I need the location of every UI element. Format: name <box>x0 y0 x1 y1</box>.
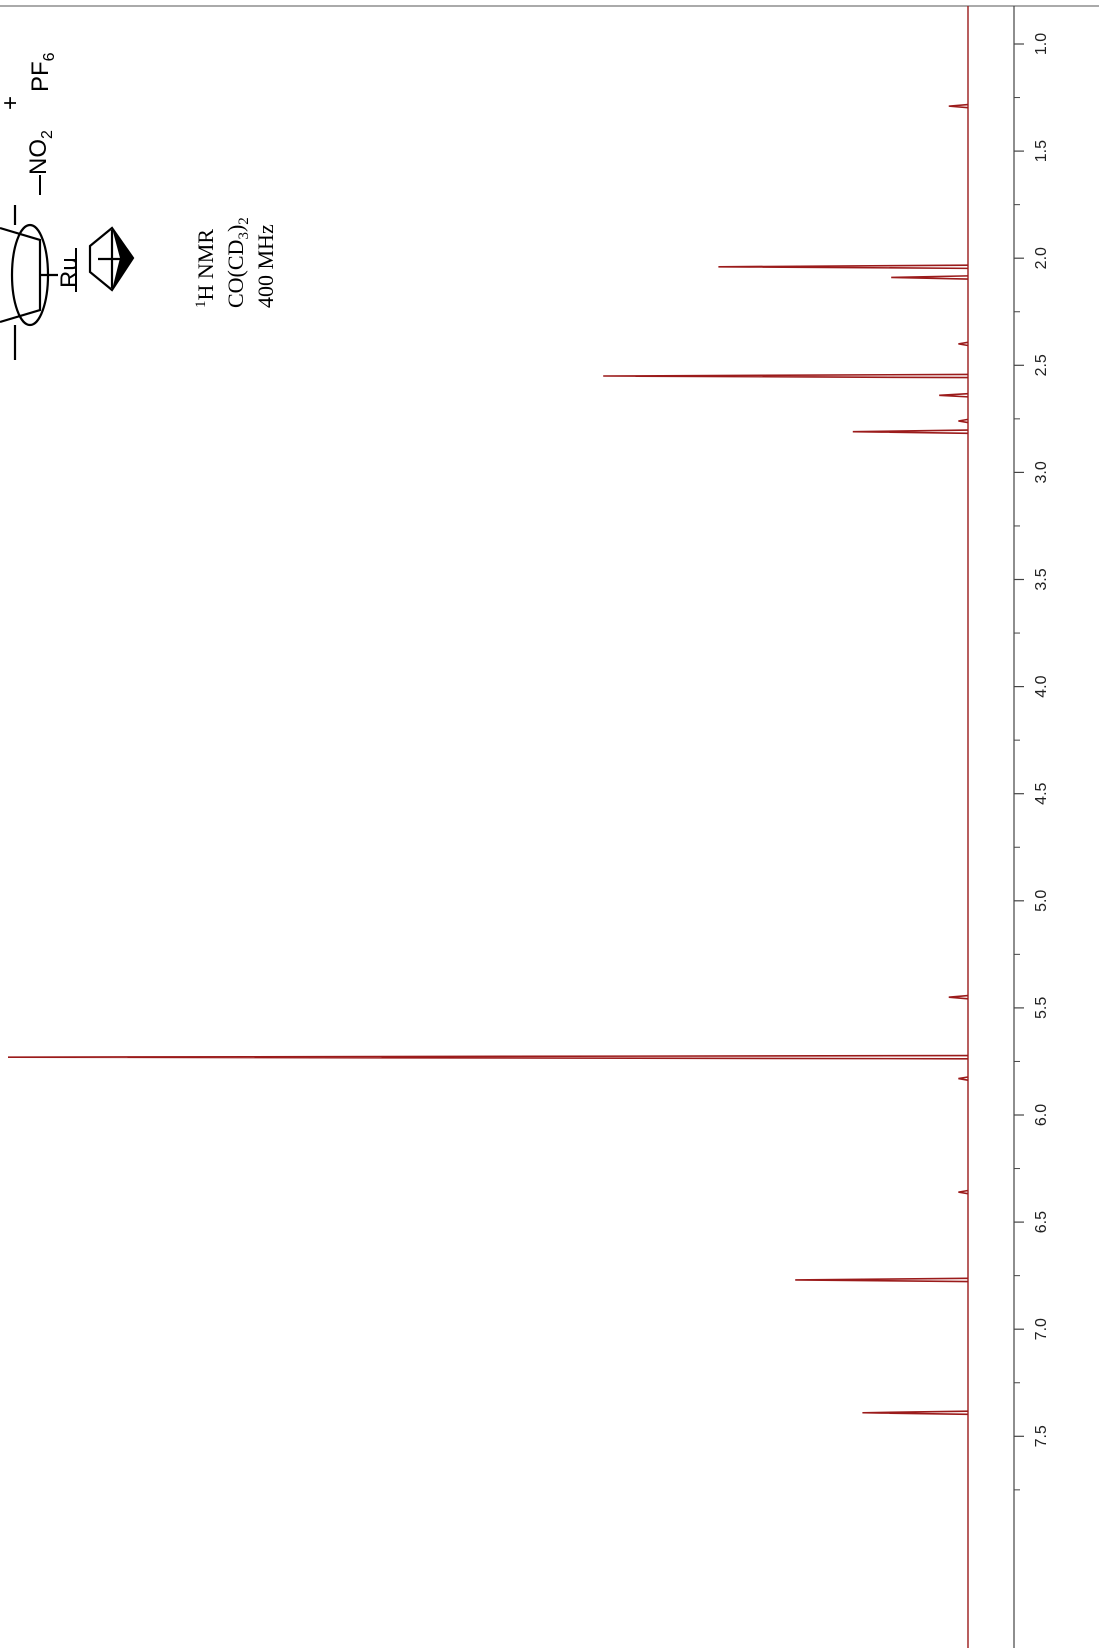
nmr-peak <box>948 994 969 1000</box>
tick-label: 7.5 <box>1033 1425 1050 1447</box>
tick-label: 6.5 <box>1033 1211 1050 1233</box>
molecule-structure: Ru NO2 + PF6 <box>0 52 135 360</box>
tick-label: 3.0 <box>1033 461 1050 483</box>
tick-label: 5.0 <box>1033 890 1050 912</box>
nmr-peak <box>603 373 969 379</box>
tick-label: 5.5 <box>1033 997 1050 1019</box>
annotation-line-1: 1H NMR <box>193 229 218 308</box>
nmr-peak <box>939 392 969 398</box>
charge-label: + <box>0 96 24 110</box>
tick-label: 1.5 <box>1033 140 1050 162</box>
nmr-peak <box>852 429 969 435</box>
ru-label: Ru <box>56 257 83 288</box>
tick-label: 2.0 <box>1033 247 1050 269</box>
nmr-peak <box>862 1410 969 1416</box>
tick-label: 3.5 <box>1033 568 1050 590</box>
nmr-peak <box>958 341 969 347</box>
nmr-peak <box>948 103 969 109</box>
annotation-line-3: 400 MHz <box>253 224 278 308</box>
tick-label: 2.5 <box>1033 354 1050 376</box>
tick-label: 4.0 <box>1033 675 1050 697</box>
cp-wedge <box>112 228 133 290</box>
nmr-peak <box>958 1076 969 1081</box>
tick-label: 1.0 <box>1033 33 1050 55</box>
nmr-peak <box>958 1189 969 1195</box>
tick-label: 7.0 <box>1033 1318 1050 1340</box>
tick-label: 4.5 <box>1033 782 1050 804</box>
counterion-label: PF6 <box>27 52 58 92</box>
no2-label: NO2 <box>25 130 56 175</box>
annotation-line-2: CO(CD3)2 <box>223 217 252 308</box>
nmr-peak <box>718 264 969 270</box>
nmr-peak <box>958 418 969 424</box>
nmr-peak <box>891 275 969 280</box>
axis-ticks: 1.0 1.5 2.0 2.5 3.0 3.5 4.0 4.5 5.0 5.5 6.0 6.5 7.0 7… <box>1014 33 1050 1491</box>
nmr-peak <box>795 1277 969 1283</box>
spectrum-trace <box>7 6 969 1648</box>
nmr-peak <box>7 1054 969 1060</box>
nmr-annotation: 1H NMR CO(CD3)2 400 MHz <box>193 217 278 308</box>
arene-ring <box>0 205 58 360</box>
tick-label: 6.0 <box>1033 1104 1050 1126</box>
